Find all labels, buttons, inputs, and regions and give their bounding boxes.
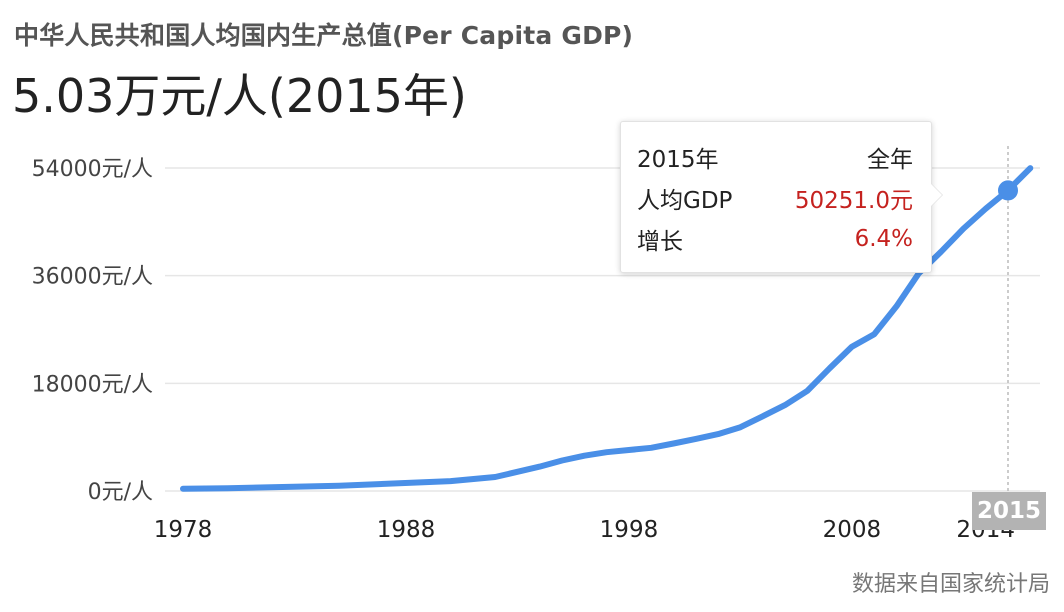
y-tick-label: 36000元/人 bbox=[32, 265, 153, 290]
tooltip-header-row: 2015年 全年 bbox=[637, 136, 913, 177]
x-tick-label: 1998 bbox=[600, 517, 659, 543]
tooltip-growth-label: 增长 bbox=[637, 228, 683, 255]
x-axis-highlight-label: 2015 bbox=[972, 492, 1046, 530]
y-tick-label: 0元/人 bbox=[88, 480, 153, 505]
chart-subtitle: 中华人民共和国人均国内生产总值(Per Capita GDP) bbox=[14, 21, 634, 50]
data-tooltip: 2015年 全年 人均GDP 50251.0元 增长 6.4% bbox=[620, 121, 932, 273]
y-axis-ticks: 0元/人 18000元/人 36000元/人 54000元/人 bbox=[32, 157, 153, 505]
tooltip-growth-value: 6.4% bbox=[854, 225, 913, 252]
tooltip-metric-value: 50251.0元 bbox=[794, 187, 913, 214]
hover-point[interactable] bbox=[998, 180, 1018, 201]
tooltip-metric-row: 人均GDP 50251.0元 bbox=[637, 177, 913, 218]
data-source-note: 数据来自国家统计局 bbox=[851, 572, 1050, 597]
tooltip-period: 全年 bbox=[867, 146, 913, 173]
y-tick-label: 18000元/人 bbox=[32, 372, 153, 397]
tooltip-metric-label: 人均GDP bbox=[637, 187, 733, 214]
tooltip-year: 2015年 bbox=[637, 146, 719, 173]
tooltip-growth-row: 增长 6.4% bbox=[637, 218, 913, 259]
x-tick-label: 2008 bbox=[823, 517, 882, 543]
headline-value: 5.03万元/人(2015年) bbox=[12, 69, 467, 123]
y-tick-label: 54000元/人 bbox=[32, 157, 153, 182]
x-tick-label: 1988 bbox=[377, 517, 436, 543]
x-tick-label: 1978 bbox=[154, 517, 213, 543]
x-axis-ticks: 1978 1988 1998 2008 2014 bbox=[154, 517, 1015, 543]
